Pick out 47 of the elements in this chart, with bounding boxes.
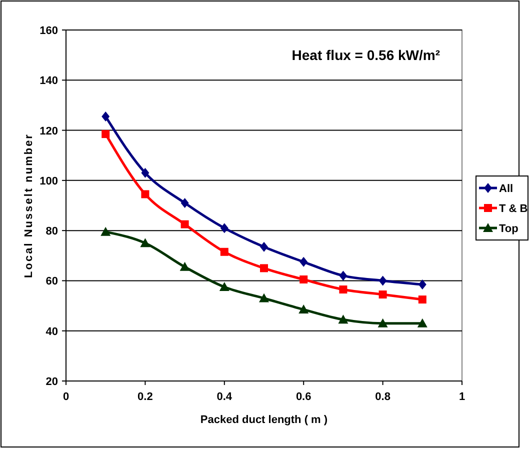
point xyxy=(298,304,309,314)
point xyxy=(141,190,150,198)
annotation: Heat flux = 0.56 kW/m² xyxy=(292,47,440,63)
point xyxy=(102,111,110,122)
x-tick-label: 1 xyxy=(458,391,466,403)
y-axis-title: Local Nusselt number xyxy=(23,133,35,278)
y-tick-label: 20 xyxy=(46,376,58,388)
x-axis-title: Packed duct length ( m ) xyxy=(200,414,328,426)
point xyxy=(220,248,228,256)
point xyxy=(339,285,348,294)
point xyxy=(260,242,268,252)
y-tick-label: 120 xyxy=(40,125,58,138)
x-tick-label: 0.2 xyxy=(138,391,153,403)
point xyxy=(300,256,308,267)
x-tick-label: 0.6 xyxy=(296,391,312,403)
point xyxy=(260,264,268,272)
y-tick-label: 60 xyxy=(46,276,58,288)
legend-label: Top xyxy=(499,223,519,235)
point xyxy=(417,318,428,328)
point xyxy=(378,290,387,299)
point xyxy=(219,282,230,291)
point xyxy=(100,226,111,236)
point xyxy=(141,168,150,178)
x-tick-label: 0.4 xyxy=(216,391,233,403)
point xyxy=(378,318,388,328)
y-tick-label: 140 xyxy=(40,75,58,88)
x-tick-label: 0.8 xyxy=(375,391,390,403)
y-tick-label: 100 xyxy=(40,175,58,188)
point xyxy=(259,293,269,302)
point xyxy=(338,314,348,324)
point xyxy=(180,220,189,228)
x-tick-label: 0 xyxy=(62,391,70,403)
legend-label: T & B xyxy=(499,203,528,215)
point xyxy=(102,130,110,138)
point xyxy=(418,279,426,290)
y-tick-label: 80 xyxy=(46,226,58,238)
point xyxy=(300,275,308,284)
point xyxy=(180,262,190,271)
point xyxy=(220,223,228,234)
y-tick-label: 40 xyxy=(46,326,58,338)
legend-label: All xyxy=(499,183,514,195)
point xyxy=(339,270,348,281)
y-tick-label: 160 xyxy=(40,25,58,37)
point xyxy=(378,276,387,286)
point xyxy=(140,238,150,248)
point xyxy=(180,198,189,208)
point xyxy=(418,296,426,304)
